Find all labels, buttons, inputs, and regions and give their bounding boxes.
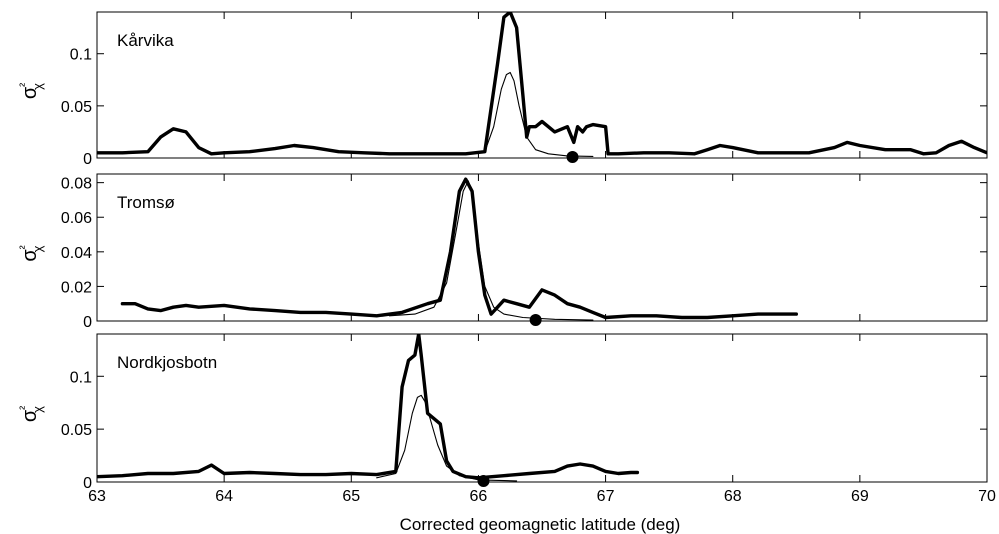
boundary-marker	[529, 314, 542, 326]
series-line-thick	[97, 334, 640, 480]
y-tick-label: 0.1	[70, 47, 92, 64]
x-tick-label: 69	[851, 488, 869, 505]
panel-3: 0 0.05 0.1 σ²χ Nordkjosbotn	[17, 333, 988, 492]
y-tick-label: 0.04	[61, 245, 92, 262]
y-tick-label: 0.05	[61, 422, 92, 439]
axes-frame	[96, 333, 988, 483]
x-tick-label: 65	[342, 488, 360, 505]
y-axis-label: σ²χ	[17, 83, 45, 99]
series-line-thin	[376, 394, 518, 482]
x-tick-labels: 63 64 65 66 67 68 69 70	[88, 488, 996, 505]
y-tick-label: 0.05	[61, 99, 92, 116]
x-tick-label: 66	[470, 488, 488, 505]
y-tick-label: 0.08	[61, 176, 92, 193]
station-label: Kårvika	[117, 31, 174, 50]
axes-frame	[96, 173, 988, 322]
panel-1: 0 0.05 0.1 σ²χ Kårvika	[17, 11, 988, 168]
y-tick-label: 0	[83, 314, 92, 331]
station-label: Nordkjosbotn	[117, 353, 217, 372]
y-tick-label: 0	[83, 475, 92, 492]
boundary-marker	[566, 151, 579, 163]
x-tick-label: 68	[724, 488, 742, 505]
panel-2: 0 0.02 0.04 0.06 0.08 σ²χ Tromsø	[17, 173, 988, 331]
x-axis-label: Corrected geomagnetic latitude (deg)	[400, 515, 681, 534]
x-tick-label: 64	[215, 488, 233, 505]
series-line-thick	[97, 12, 987, 156]
y-tick-label: 0.1	[70, 369, 92, 386]
series-line-thin	[439, 71, 594, 157]
y-tick-label: 0	[83, 151, 92, 168]
y-tick-label: 0.06	[61, 210, 92, 227]
station-label: Tromsø	[117, 193, 175, 212]
series-line-thick	[120, 177, 798, 320]
axes-frame	[96, 11, 988, 159]
y-axis-label: σ²χ	[17, 406, 45, 422]
x-tick-label: 63	[88, 488, 106, 505]
y-tick-label: 0.02	[61, 279, 92, 296]
x-tick-label: 67	[597, 488, 615, 505]
boundary-marker	[477, 475, 490, 487]
panels: 0 0.05 0.1 σ²χ Kårvika 0 0.02 0.04 0.06 0.08 σ²χ Tr…	[17, 11, 996, 505]
series-line-thin	[388, 180, 594, 321]
x-tick-label: 70	[978, 488, 996, 505]
y-axis-label: σ²χ	[17, 245, 45, 261]
